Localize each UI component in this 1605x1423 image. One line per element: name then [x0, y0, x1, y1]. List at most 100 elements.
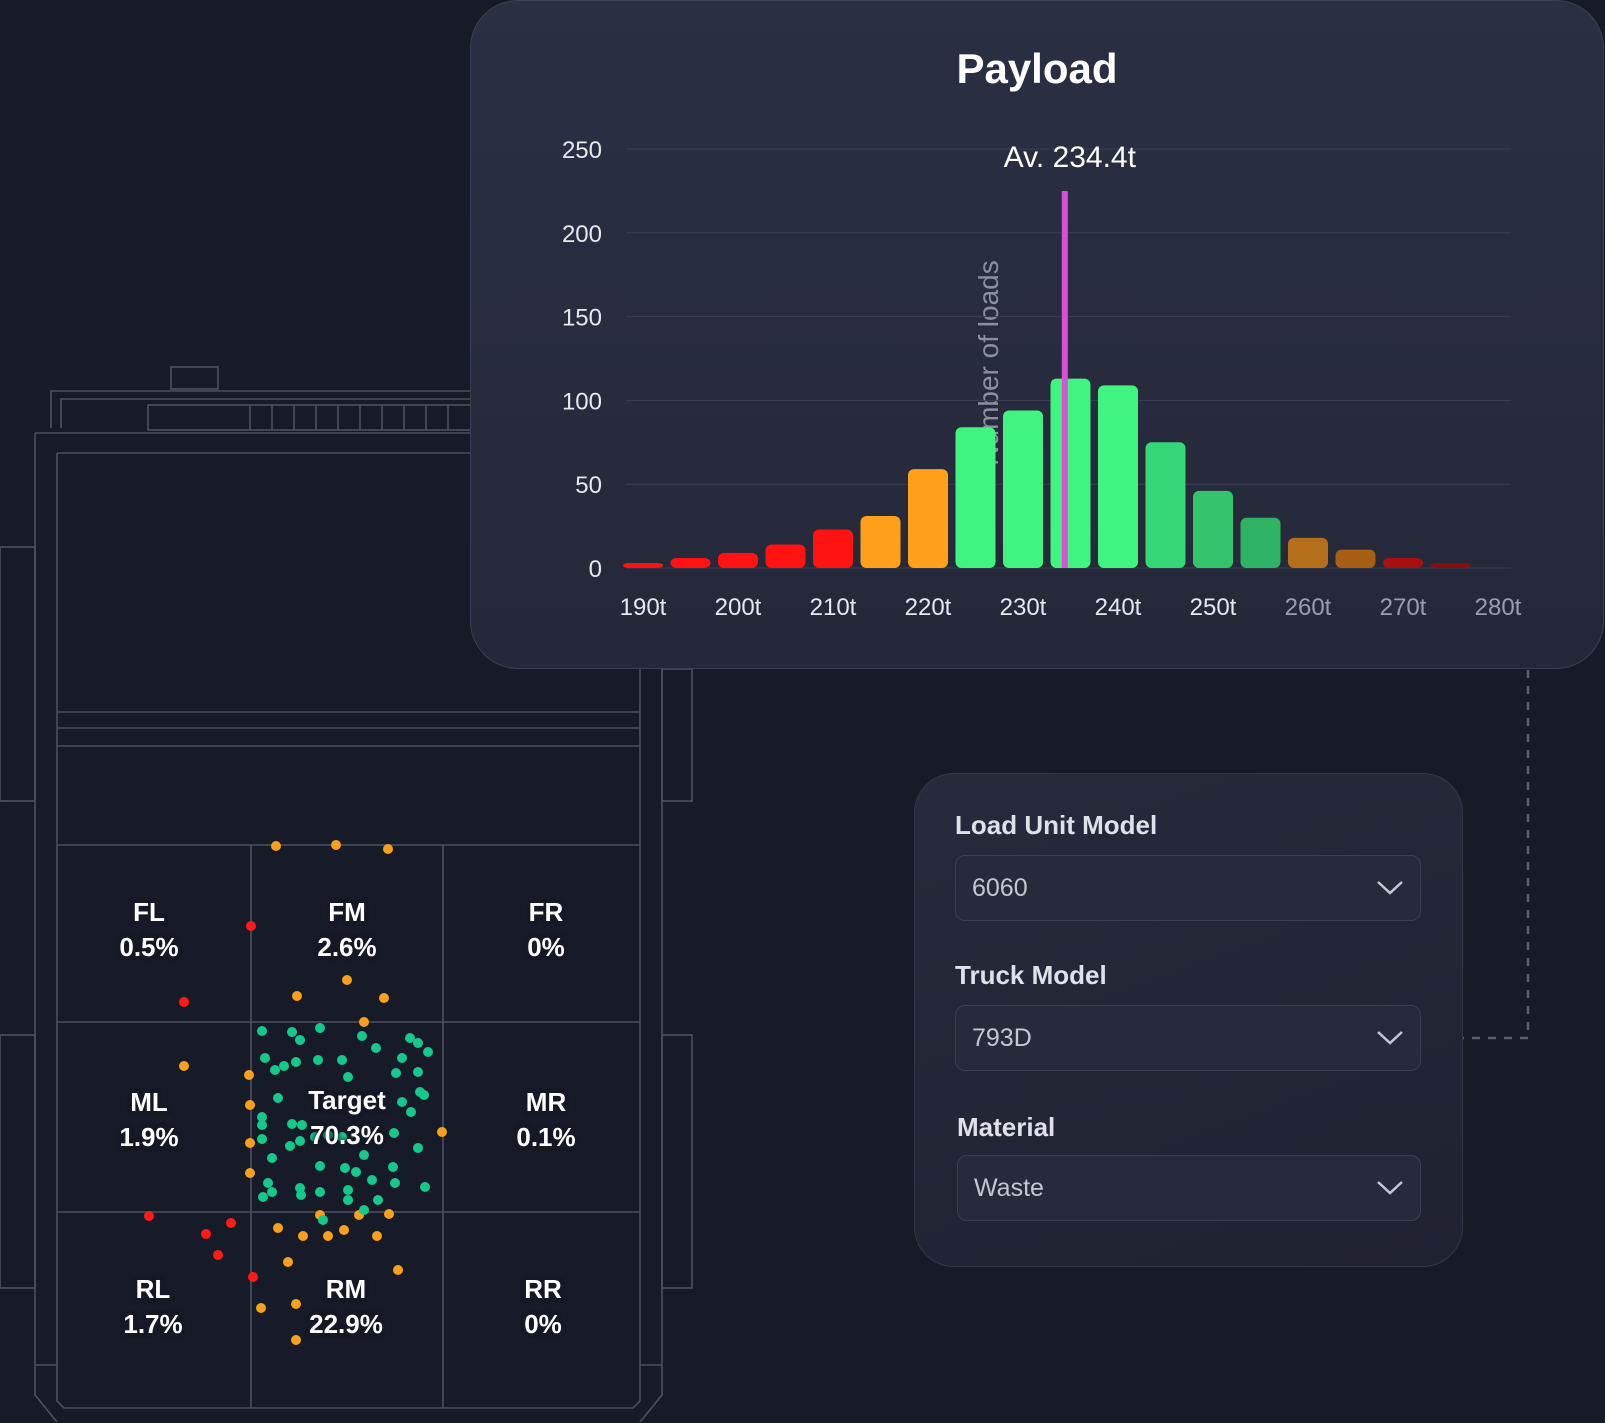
- truck-model-value: 793D: [972, 1023, 1032, 1052]
- load-point: [372, 1231, 382, 1241]
- load-point: [405, 1033, 415, 1043]
- load-point: [226, 1218, 236, 1228]
- load-point: [271, 841, 281, 851]
- zone-percent: 2.6%: [317, 932, 377, 962]
- zone-code: Target: [308, 1085, 386, 1115]
- load-point: [323, 1231, 333, 1241]
- zone-code: RR: [524, 1274, 562, 1304]
- load-point: [179, 1061, 189, 1071]
- zone-percent: 1.9%: [119, 1122, 179, 1152]
- x-tick-label: 240t: [1095, 594, 1142, 621]
- histogram-bar: [718, 552, 758, 568]
- x-tick-label: 210t: [810, 594, 857, 621]
- load-point: [351, 1167, 361, 1177]
- load-point: [343, 1072, 353, 1082]
- x-tick-label: 280t: [1475, 594, 1522, 621]
- load-unit-model-value: 6060: [972, 873, 1028, 902]
- load-point: [318, 1215, 328, 1225]
- histogram-bar: [623, 562, 663, 568]
- chart-title: Payload: [956, 45, 1118, 92]
- zone-ml-label: ML 1.9%: [89, 1085, 209, 1155]
- load-point: [291, 1057, 301, 1067]
- load-point: [323, 1130, 333, 1140]
- zone-percent: 1.7%: [123, 1309, 183, 1339]
- histogram-bar: [860, 516, 901, 568]
- load-point: [270, 1065, 280, 1075]
- load-point: [342, 975, 352, 985]
- load-point: [179, 997, 189, 1007]
- histogram-bar: [1145, 442, 1186, 568]
- zone-code: ML: [130, 1087, 168, 1117]
- zone-target-label: Target 70.3%: [287, 1083, 407, 1153]
- zone-percent: 70.3%: [310, 1120, 384, 1150]
- load-point: [384, 1209, 394, 1219]
- load-point: [292, 991, 302, 1001]
- zone-code: RM: [325, 1274, 367, 1304]
- load-point: [256, 1303, 266, 1313]
- load-unit-model-select[interactable]: 6060: [955, 855, 1421, 921]
- x-tick-label: 250t: [1190, 594, 1237, 621]
- histogram-bar: [1240, 517, 1281, 568]
- histogram-bar: [765, 544, 806, 568]
- truck-model-select[interactable]: 793D: [955, 1005, 1421, 1071]
- load-point: [245, 1100, 255, 1110]
- histogram-bar: [1288, 537, 1328, 568]
- payload-chart-card: Payload Number of loads 0 50 100 150 200 250 …: [470, 0, 1604, 669]
- histogram-bar: [1098, 385, 1138, 568]
- load-point: [295, 1136, 305, 1146]
- histogram-bar: [1383, 557, 1423, 568]
- load-point: [413, 1038, 423, 1048]
- zone-mr-label: MR 0.1%: [486, 1085, 606, 1155]
- load-point: [295, 1035, 305, 1045]
- load-point: [257, 1134, 267, 1144]
- y-tick-label: 250: [562, 137, 602, 164]
- material-label: Material: [957, 1112, 1056, 1142]
- load-point: [340, 1163, 350, 1173]
- zone-percent: 0%: [527, 932, 565, 962]
- load-point: [420, 1182, 430, 1192]
- load-point: [391, 1068, 401, 1078]
- load-point: [291, 1335, 301, 1345]
- load-point: [297, 1120, 307, 1130]
- load-point: [201, 1229, 211, 1239]
- load-point: [279, 1061, 289, 1071]
- x-tick-label: 270t: [1380, 594, 1427, 621]
- chevron-down-icon: [1377, 1181, 1403, 1195]
- load-point: [313, 1055, 323, 1065]
- truck-outline: [0, 366, 693, 1423]
- material-select[interactable]: Waste: [957, 1155, 1421, 1221]
- zone-fm-label: FM 2.6%: [287, 895, 407, 965]
- x-tick-label: 190t: [620, 594, 667, 621]
- load-unit-model-label: Load Unit Model: [955, 810, 1158, 840]
- load-point: [245, 1168, 255, 1178]
- load-point: [393, 1265, 403, 1275]
- load-point: [273, 1223, 283, 1233]
- load-point: [244, 1070, 254, 1080]
- average-label: Av. 234.4t: [1004, 141, 1137, 174]
- load-point: [337, 1055, 347, 1065]
- load-point: [260, 1053, 270, 1063]
- load-point: [273, 1093, 283, 1103]
- load-point: [315, 1187, 325, 1197]
- load-point: [423, 1047, 433, 1057]
- load-point: [339, 1225, 349, 1235]
- load-point: [337, 1132, 347, 1142]
- load-point: [298, 1231, 308, 1241]
- load-point: [343, 1185, 353, 1195]
- load-point: [283, 1257, 293, 1267]
- y-tick-label: 150: [562, 305, 602, 332]
- zone-rr-label: RR 0%: [483, 1272, 603, 1342]
- load-point: [257, 1120, 267, 1130]
- load-point: [379, 993, 389, 1003]
- material-value: Waste: [974, 1173, 1044, 1202]
- chevron-down-icon: [1377, 881, 1403, 895]
- load-point: [257, 1112, 267, 1122]
- x-tick-label: 230t: [1000, 594, 1047, 621]
- load-point: [245, 1138, 255, 1148]
- zone-code: FM: [328, 897, 366, 927]
- zone-fl-label: FL 0.5%: [89, 895, 209, 965]
- histogram-bar: [1193, 490, 1233, 568]
- zone-code: MR: [525, 1087, 567, 1117]
- load-point: [357, 1031, 367, 1041]
